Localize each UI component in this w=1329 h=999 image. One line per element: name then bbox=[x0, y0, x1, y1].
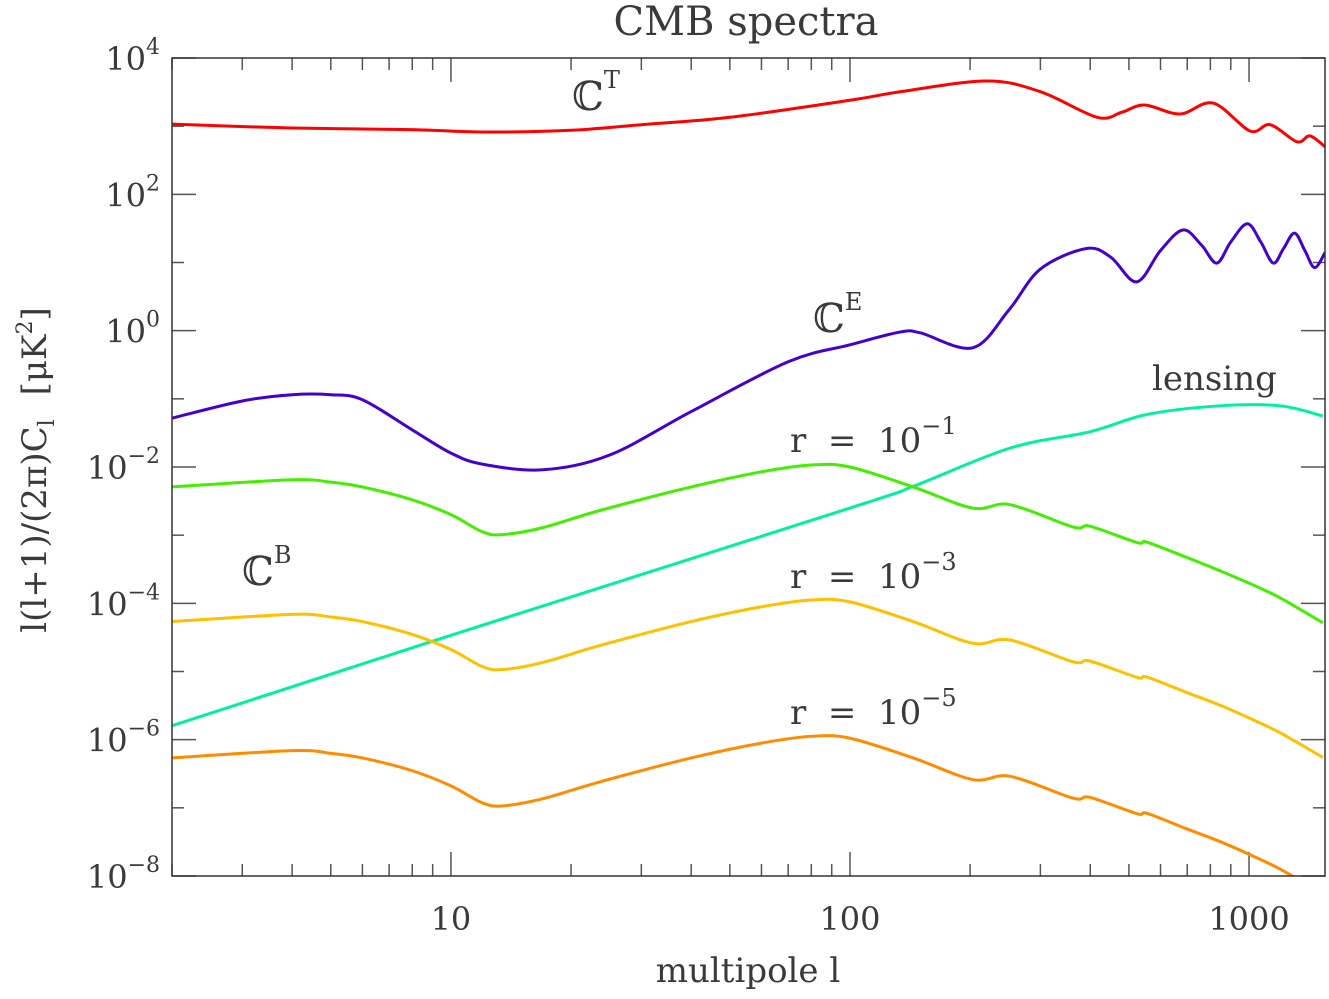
chart-title: CMB spectra bbox=[614, 0, 879, 45]
axis-ticks bbox=[171, 57, 1325, 877]
annotation-ce: ℂE bbox=[813, 288, 862, 342]
annotation-r5-base: r = 10 bbox=[790, 693, 921, 733]
y-axis-label-sub: l bbox=[35, 419, 60, 426]
annotation-cb-base: ℂ bbox=[242, 549, 274, 595]
y-tick-label-base: 10 bbox=[105, 313, 146, 351]
annotation-r1: r = 10−1 bbox=[790, 412, 957, 461]
annotation-ct-sup: T bbox=[604, 66, 620, 94]
annotation-ct: ℂT bbox=[572, 66, 620, 120]
y-tick-label: 10−4 bbox=[87, 580, 160, 623]
series-lines bbox=[172, 79, 1325, 876]
y-tick-label: 104 bbox=[105, 35, 160, 78]
y-tick-label-base: 10 bbox=[105, 176, 146, 214]
y-tick-label-exp: 2 bbox=[146, 171, 160, 196]
y-tick-label-base: 10 bbox=[87, 449, 128, 487]
series-line-lensing bbox=[172, 403, 1324, 728]
y-tick-label-base: 10 bbox=[105, 40, 146, 78]
y-tick-label: 10−8 bbox=[87, 853, 160, 896]
y-axis-label-unit-sup: 2 bbox=[13, 321, 38, 335]
y-tick-label-exp: −4 bbox=[128, 580, 160, 605]
annotation-r3-base: r = 10 bbox=[790, 557, 921, 597]
y-tick-label-exp: −8 bbox=[128, 853, 160, 878]
y-tick-label-exp: 4 bbox=[146, 35, 160, 60]
series-line-r-10-5 bbox=[172, 734, 1296, 876]
annotation-r3-sup: −3 bbox=[921, 548, 956, 576]
y-tick-label-base: 10 bbox=[87, 585, 128, 623]
series-line-t bbox=[172, 79, 1325, 148]
x-tick-label: 100 bbox=[819, 900, 880, 938]
annotation-r1-base: r = 10 bbox=[790, 421, 921, 461]
annotation-ce-sup: E bbox=[845, 288, 863, 316]
y-tick-label-base: 10 bbox=[87, 858, 128, 896]
y-tick-label: 102 bbox=[105, 171, 160, 214]
y-tick-label-base: 10 bbox=[87, 722, 128, 760]
annotation-cb-sup: B bbox=[274, 541, 292, 569]
y-tick-label-exp: −6 bbox=[128, 717, 160, 742]
y-axis-label-unit-end: ] bbox=[15, 307, 55, 320]
annotation-r3: r = 10−3 bbox=[790, 548, 957, 597]
annotation-ce-base: ℂ bbox=[813, 296, 845, 342]
x-axis-label: multipole l bbox=[656, 951, 840, 991]
plot-frame bbox=[171, 57, 1326, 877]
annotation-r5-sup: −5 bbox=[921, 684, 956, 712]
y-axis-label-main: l(l+1)/(2π)C bbox=[15, 426, 55, 632]
annotation-r5: r = 10−5 bbox=[790, 684, 957, 733]
y-tick-label-exp: −2 bbox=[128, 444, 160, 469]
annotation-lensing: lensing bbox=[1152, 359, 1277, 399]
y-axis-label: l(l+1)/(2π)Cl [μK2] bbox=[13, 307, 60, 632]
y-tick-label: 10−6 bbox=[87, 717, 160, 760]
annotation-r1-sup: −1 bbox=[921, 412, 956, 440]
annotation-cb: ℂB bbox=[242, 541, 291, 595]
y-tick-label: 100 bbox=[105, 308, 160, 351]
series-line-e bbox=[172, 222, 1325, 472]
y-axis-label-unit: [μK bbox=[15, 334, 55, 395]
y-tick-label: 10−2 bbox=[87, 444, 160, 487]
x-tick-label: 10 bbox=[431, 900, 472, 938]
x-tick-label: 1000 bbox=[1208, 900, 1289, 938]
y-tick-label-exp: 0 bbox=[146, 308, 160, 333]
series-line-r-10-1 bbox=[172, 462, 1324, 624]
annotation-ct-base: ℂ bbox=[572, 74, 604, 120]
series-line-r-10-3 bbox=[172, 597, 1324, 759]
